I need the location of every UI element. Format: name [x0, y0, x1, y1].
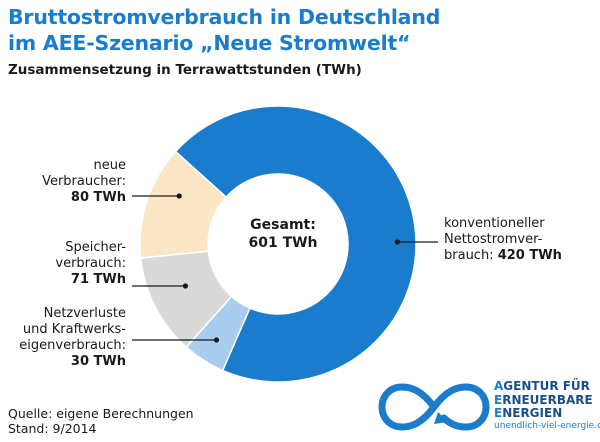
label-netz-line-3: eigenverbrauch:: [19, 338, 126, 353]
label-neue-line-2: Verbraucher:: [42, 174, 126, 189]
aee-logo: AGENTUR FÜR ERNEUERBARE ENERGIEN unendli…: [378, 378, 600, 436]
total-label: Gesamt: 601 TWh: [228, 216, 338, 252]
chart-title-line-2: im AEE-Szenario „Neue Stromwelt“: [8, 31, 411, 55]
chart-title-line-1: Bruttostromverbrauch in Deutschland: [8, 5, 441, 29]
slice-konventioneller-nettostromverbrauch: [174, 105, 417, 383]
logo-wordmark: AGENTUR FÜR ERNEUERBARE ENERGIEN: [494, 379, 593, 421]
label-speicher-line-1: Speicher-: [65, 240, 126, 255]
slice-neue-verbraucher: [139, 150, 228, 259]
label-konventionell-line-3: brauch: 420 TWh: [444, 248, 562, 264]
logo-line-2-cap: E: [494, 392, 503, 407]
source-line: Quelle: eigene Berechnungen: [8, 406, 194, 421]
label-speicherverbrauch: Speicher- verbrauch: 71 TWh: [55, 240, 126, 288]
label-netz-value: 30 TWh: [70, 354, 126, 369]
label-neue-line-1: neue: [93, 158, 126, 173]
logo-line-1-cap: A: [494, 379, 504, 393]
source-note: Quelle: eigene Berechnungen Stand: 9/201…: [8, 406, 194, 436]
chart-subtitle: Zusammensetzung in Terrawattstunden (TWh…: [8, 62, 362, 78]
label-konventionell-line-1: konventioneller: [444, 216, 545, 231]
infinity-icon: [378, 383, 490, 431]
logo-line-3-cap: E: [494, 406, 503, 420]
logo-line-1: AGENTUR FÜR: [494, 379, 593, 394]
label-konventionell-text: brauch:: [444, 248, 498, 263]
leader-neue-verbraucher-dot: [176, 193, 182, 199]
logo-line-2-rest: RNEUERBARE: [502, 392, 593, 407]
label-netzverluste: Netzverluste und Kraftwerks- eigenverbra…: [19, 306, 126, 370]
leader-netzverluste-dot: [213, 337, 220, 343]
label-netz-line-2: und Kraftwerks-: [22, 322, 126, 337]
logo-line-2: ERNEUERBARE: [494, 392, 593, 408]
total-label-value: 601 TWh: [248, 235, 318, 251]
label-speicher-value: 71 TWh: [70, 272, 126, 287]
label-neue-verbraucher: neue Verbraucher: 80 TWh: [42, 158, 126, 206]
chart-title: Bruttostromverbrauch in Deutschland im A…: [8, 4, 440, 56]
label-netz-line-1: Netzverluste: [43, 306, 126, 321]
label-speicher-line-2: verbrauch:: [55, 256, 126, 271]
logo-url: unendlich-viel-energie.de: [494, 421, 600, 431]
logo-line-3-rest: NERGIEN: [502, 406, 563, 420]
label-konventionell: konventioneller Nettostromver- brauch: 4…: [444, 216, 562, 264]
label-konventionell-line-2: Nettostromver-: [444, 232, 543, 247]
leader-konventionell-dot: [394, 239, 400, 245]
total-label-heading: Gesamt:: [250, 217, 316, 233]
logo-line-1-rest: GENTUR FÜR: [503, 379, 590, 393]
label-konventionell-value: 420 TWh: [497, 248, 562, 263]
logo-line-3: ENERGIEN: [494, 406, 593, 421]
label-neue-value: 80 TWh: [70, 190, 126, 205]
leader-speicherverbrauch-dot: [182, 283, 189, 289]
date-line: Stand: 9/2014: [8, 421, 97, 436]
